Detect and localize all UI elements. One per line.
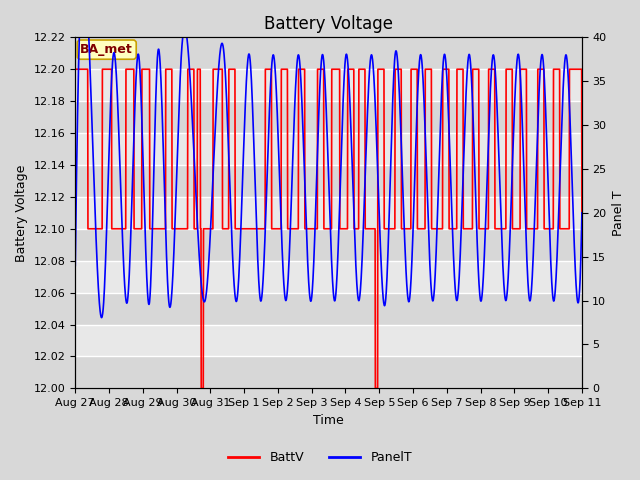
Legend: BattV, PanelT: BattV, PanelT bbox=[223, 446, 417, 469]
Bar bbox=[76, 101, 582, 133]
Y-axis label: Battery Voltage: Battery Voltage bbox=[15, 164, 28, 262]
Bar bbox=[76, 37, 582, 69]
Bar bbox=[76, 165, 582, 197]
X-axis label: Time: Time bbox=[313, 414, 344, 427]
Bar bbox=[76, 293, 582, 324]
Title: Battery Voltage: Battery Voltage bbox=[264, 15, 393, 33]
Text: BA_met: BA_met bbox=[81, 43, 133, 56]
Y-axis label: Panel T: Panel T bbox=[612, 190, 625, 236]
Bar bbox=[76, 357, 582, 388]
Bar bbox=[76, 229, 582, 261]
